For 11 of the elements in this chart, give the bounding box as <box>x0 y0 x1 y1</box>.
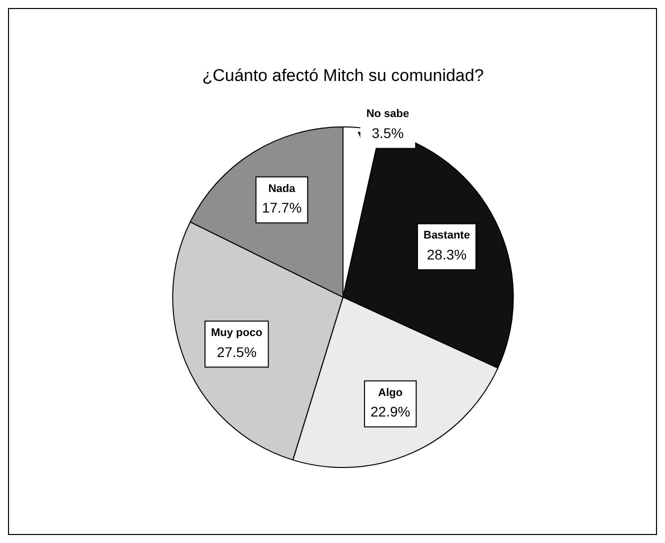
data-label: 17.7% <box>262 200 302 216</box>
data-label: 22.9% <box>370 404 410 420</box>
data-label: 3.5% <box>372 124 404 141</box>
data-label: 27.5% <box>216 344 257 360</box>
slice-label: Nada <box>268 182 296 195</box>
data-label: 28.3% <box>426 246 467 263</box>
chart-title: ¿Cuánto afectó Mitch su comunidad? <box>202 66 484 85</box>
slice-label: No sabe <box>366 108 410 120</box>
slice-label: Muy poco <box>210 327 263 340</box>
slice-label: Bastante <box>423 230 470 242</box>
slice-label: Algo <box>378 386 403 399</box>
